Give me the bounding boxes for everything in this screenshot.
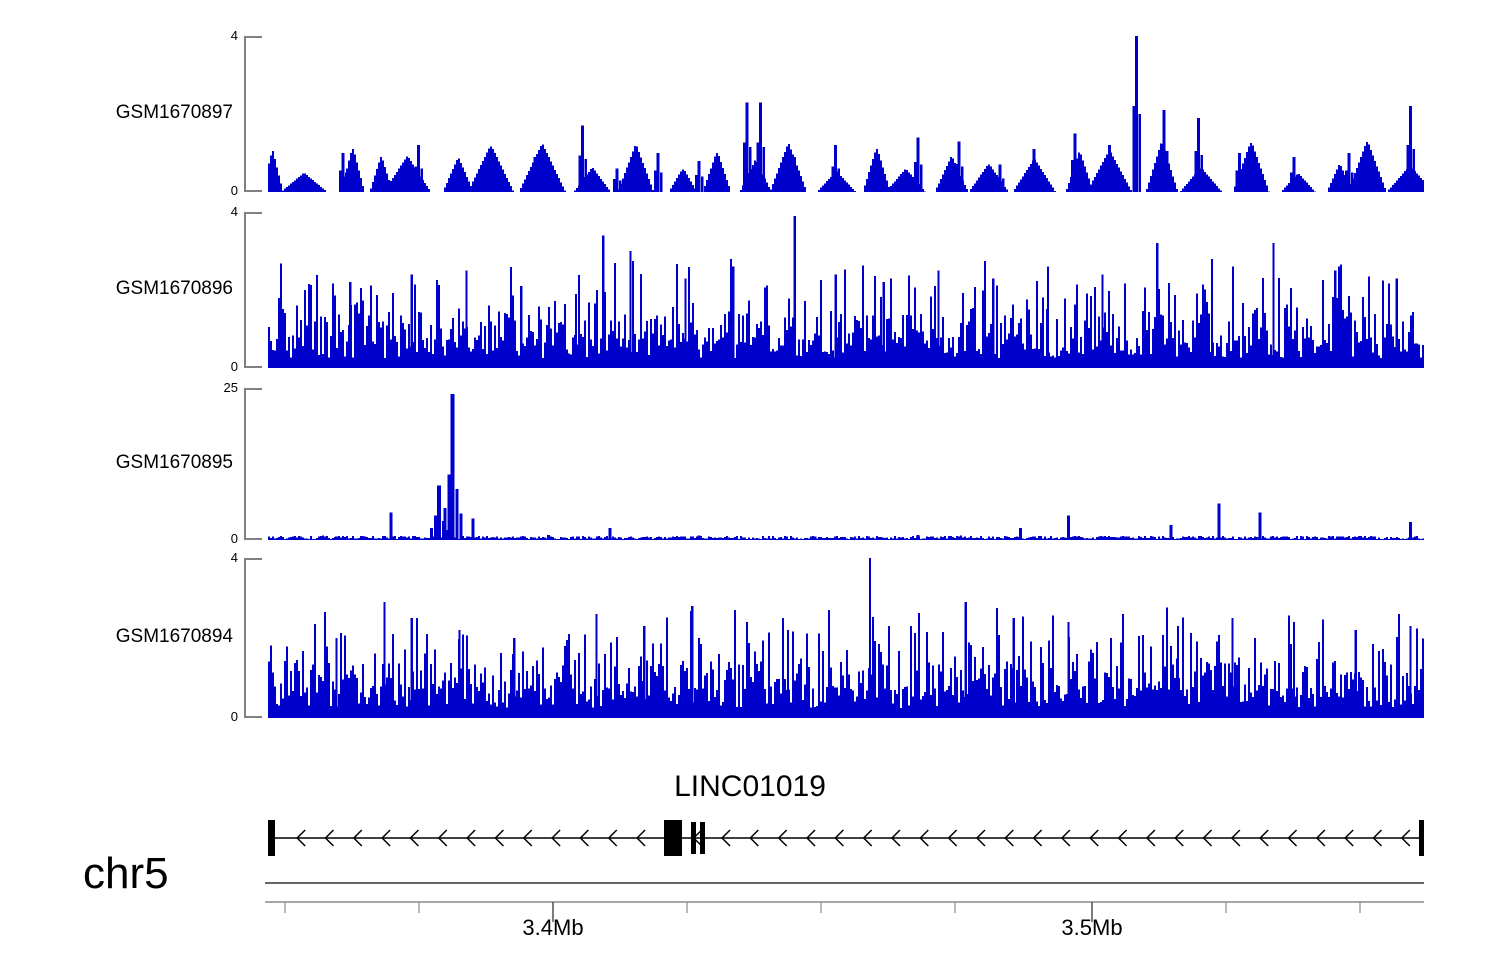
track-label-gsm1670895: GSM1670895 <box>115 452 233 473</box>
axis-bracket <box>244 558 262 718</box>
track-label-gsm1670897: GSM1670897 <box>115 102 233 123</box>
ruler-tick-label: 3.4Mb <box>522 915 584 940</box>
chromosome-ruler[interactable] <box>0 877 1500 947</box>
track-signal-plot[interactable] <box>268 212 1424 368</box>
axis-max-label: 4 <box>230 550 238 565</box>
axis-min-label: 0 <box>230 359 238 374</box>
track-signal-plot[interactable] <box>268 388 1424 540</box>
ruler-tick-label: 3.5Mb <box>1061 915 1123 940</box>
chromosome-label: chr5 <box>83 849 169 898</box>
signal-track[interactable]: GSM1670897 4 0 <box>0 29 1500 197</box>
axis-bracket <box>244 388 262 540</box>
track-label-gsm1670896: GSM1670896 <box>115 278 233 299</box>
axis-max-label: 4 <box>230 28 238 43</box>
axis-min-label: 0 <box>230 531 238 546</box>
signal-track[interactable]: GSM1670894 4 0 <box>0 551 1500 723</box>
axis-bracket <box>244 36 262 192</box>
axis-bracket <box>244 212 262 368</box>
track-label-gsm1670894: GSM1670894 <box>115 626 233 647</box>
gene-model-track[interactable] <box>0 808 1500 868</box>
track-signal-plot[interactable] <box>268 558 1424 718</box>
track-signal-plot[interactable] <box>268 36 1424 192</box>
axis-max-label: 25 <box>223 380 238 395</box>
signal-track[interactable]: GSM1670896 4 0 <box>0 205 1500 373</box>
signal-track[interactable]: GSM1670895 25 0 <box>0 381 1500 545</box>
axis-min-label: 0 <box>230 183 238 198</box>
track-y-axis: 25 0 <box>200 381 266 545</box>
axis-min-label: 0 <box>230 709 238 724</box>
axis-max-label: 4 <box>230 204 238 219</box>
gene-name-label[interactable]: LINC01019 <box>674 770 826 803</box>
